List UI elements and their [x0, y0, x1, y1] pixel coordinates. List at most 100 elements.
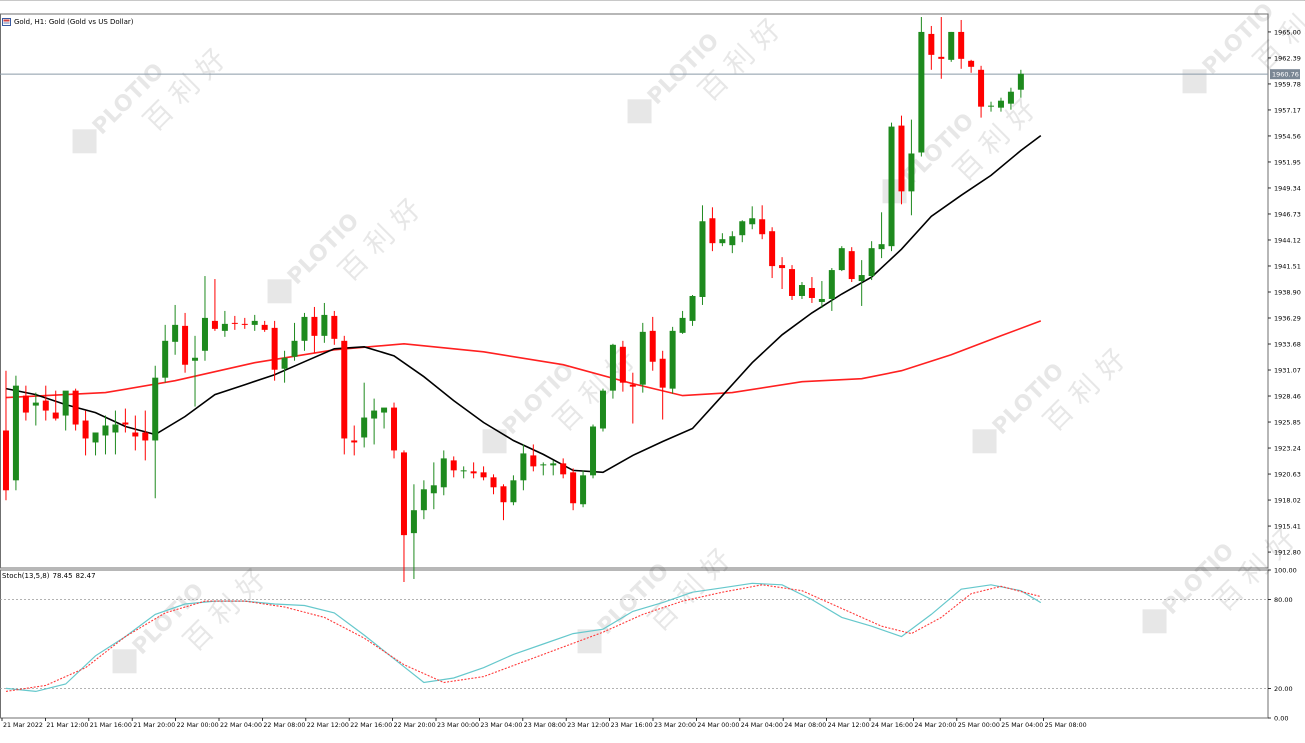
candle — [779, 257, 786, 290]
candle-body — [301, 316, 308, 341]
candle-body — [112, 424, 119, 433]
price-tick-label: 1925.85 — [1274, 419, 1301, 427]
candle-body — [838, 248, 845, 271]
candle — [510, 475, 517, 506]
candle — [649, 316, 656, 371]
candle — [520, 444, 527, 491]
candle-body — [12, 385, 19, 481]
stochastic-tick-label: 100.00 — [1274, 567, 1297, 575]
current-price-label: 1960.76 — [1272, 71, 1299, 79]
candle — [808, 277, 815, 303]
candle — [978, 65, 985, 118]
candle-body — [639, 331, 646, 385]
candle-body — [72, 390, 79, 425]
price-tick-label: 1951.95 — [1274, 158, 1301, 166]
candle — [749, 206, 756, 230]
chart-window-icon — [2, 18, 11, 26]
time-tick-label: 23 Mar 12:00 — [567, 722, 609, 729]
candle-body — [391, 407, 398, 451]
candle-body — [629, 384, 636, 387]
candle-body — [759, 219, 766, 235]
candle-body — [311, 316, 318, 336]
candle — [192, 335, 199, 407]
candle-body — [550, 463, 557, 466]
candle — [201, 276, 208, 361]
candle — [32, 392, 39, 426]
candle — [142, 410, 149, 461]
candle — [321, 302, 328, 343]
candle — [609, 343, 616, 399]
candle-body — [261, 324, 268, 330]
candle-body — [92, 432, 99, 443]
candle — [968, 59, 975, 73]
candle-body — [888, 126, 895, 247]
candle — [500, 484, 507, 521]
current-price-tag — [1270, 69, 1300, 80]
candle — [878, 212, 885, 259]
candle-body — [480, 472, 487, 478]
stochastic-legend: Stoch(13,5,8) 78.45 82.47 — [2, 572, 96, 580]
candle-body — [142, 432, 149, 441]
time-tick-label: 25 Mar 00:00 — [958, 722, 1000, 729]
time-tick-label: 23 Mar 04:00 — [480, 722, 522, 729]
candle — [689, 294, 696, 326]
price-tick-label: 1915.41 — [1274, 523, 1301, 531]
price-tick-label: 1931.07 — [1274, 367, 1301, 375]
candle-body — [779, 265, 786, 269]
candle-body — [341, 340, 348, 439]
candle — [12, 375, 19, 491]
candle — [918, 16, 925, 157]
candle-body — [679, 317, 686, 333]
candle — [590, 424, 597, 479]
candle — [182, 312, 189, 373]
candle-body — [281, 357, 288, 369]
candle — [211, 279, 218, 331]
stochastic-tick-label: 80.00 — [1274, 596, 1293, 604]
candle — [391, 402, 398, 459]
candle-body — [102, 425, 109, 436]
candle-body — [978, 69, 985, 107]
chart-title-bar: Gold, H1: Gold (Gold vs US Dollar) — [2, 16, 134, 28]
candle-body — [898, 125, 905, 192]
candle-body — [132, 432, 139, 437]
time-tick-label: 24 Mar 20:00 — [914, 722, 956, 729]
stochastic-signal-line — [5, 584, 1041, 692]
candle — [2, 370, 9, 501]
candle-body — [460, 470, 467, 472]
watermark-logo-icon — [72, 129, 97, 154]
candle-body — [291, 340, 298, 357]
time-tick-label: 21 Mar 12:00 — [46, 722, 88, 729]
candle — [251, 314, 258, 331]
stochastic-signal-value: 82.47 — [75, 572, 96, 580]
time-tick-label: 24 Mar 00:00 — [697, 722, 739, 729]
candle-body — [709, 218, 716, 244]
candle — [570, 468, 577, 511]
price-tick-label: 1920.63 — [1274, 471, 1301, 479]
candle — [22, 385, 29, 421]
candle — [530, 444, 537, 472]
candle-body — [430, 485, 437, 494]
candle-body — [609, 344, 616, 391]
candle-body — [211, 320, 218, 329]
price-tick-label: 1918.02 — [1274, 497, 1301, 505]
candle-body — [540, 464, 547, 466]
candle — [1007, 87, 1014, 110]
candle — [988, 101, 995, 112]
time-tick-label: 23 Mar 20:00 — [654, 722, 696, 729]
candle — [52, 390, 59, 421]
candle — [679, 310, 686, 334]
candle-body — [789, 269, 796, 296]
candle-body — [331, 315, 338, 339]
candle-body — [22, 395, 29, 413]
stochastic-main-line — [5, 582, 1042, 693]
price-tick-label: 1912.80 — [1274, 549, 1301, 557]
candle-body — [490, 477, 497, 488]
candle — [818, 281, 825, 308]
candle — [271, 320, 278, 381]
candle — [958, 19, 965, 69]
candle — [410, 484, 417, 579]
candle-body — [689, 295, 696, 321]
candle — [739, 220, 746, 243]
candle — [172, 304, 179, 355]
